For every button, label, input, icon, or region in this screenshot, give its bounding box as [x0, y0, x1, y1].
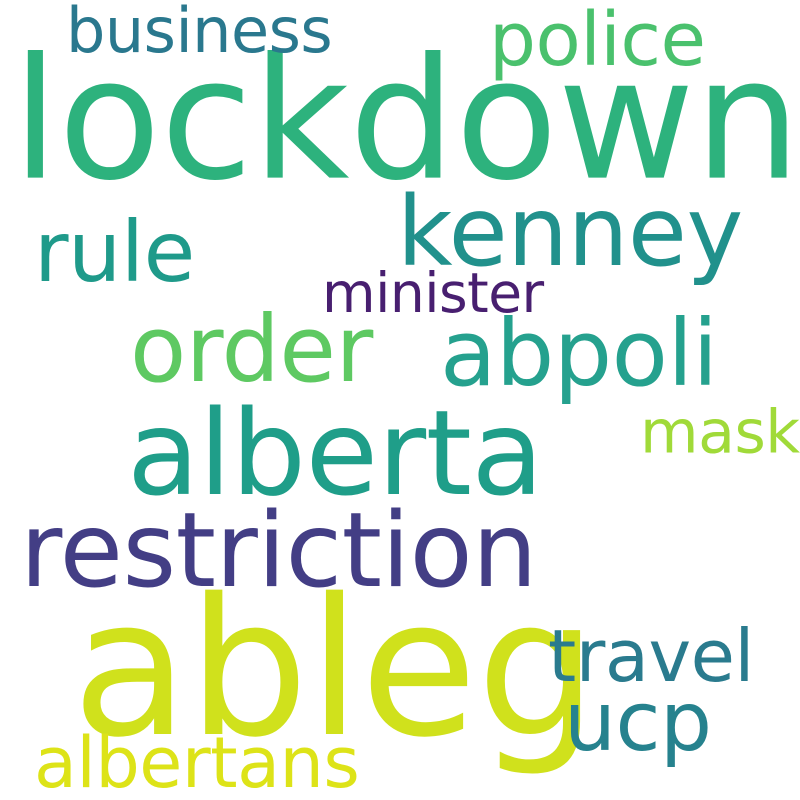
word-albertans: albertans: [34, 722, 360, 800]
word-ableg: ableg: [72, 558, 597, 779]
word-mask: mask: [640, 396, 800, 467]
word-kenney: kenney: [397, 176, 743, 288]
word-ucp: ucp: [564, 675, 712, 770]
word-order: order: [130, 296, 373, 403]
word-restriction: restriction: [20, 491, 537, 611]
word-business: business: [66, 0, 333, 67]
word-travel: travel: [548, 614, 754, 698]
word-lockdown: lockdown: [12, 21, 800, 218]
word-rule: rule: [34, 203, 195, 301]
word-minister: minister: [322, 261, 544, 325]
word-police: police: [489, 0, 706, 83]
word-alberta: alberta: [127, 384, 544, 522]
word-abpoli: abpoli: [440, 300, 718, 407]
